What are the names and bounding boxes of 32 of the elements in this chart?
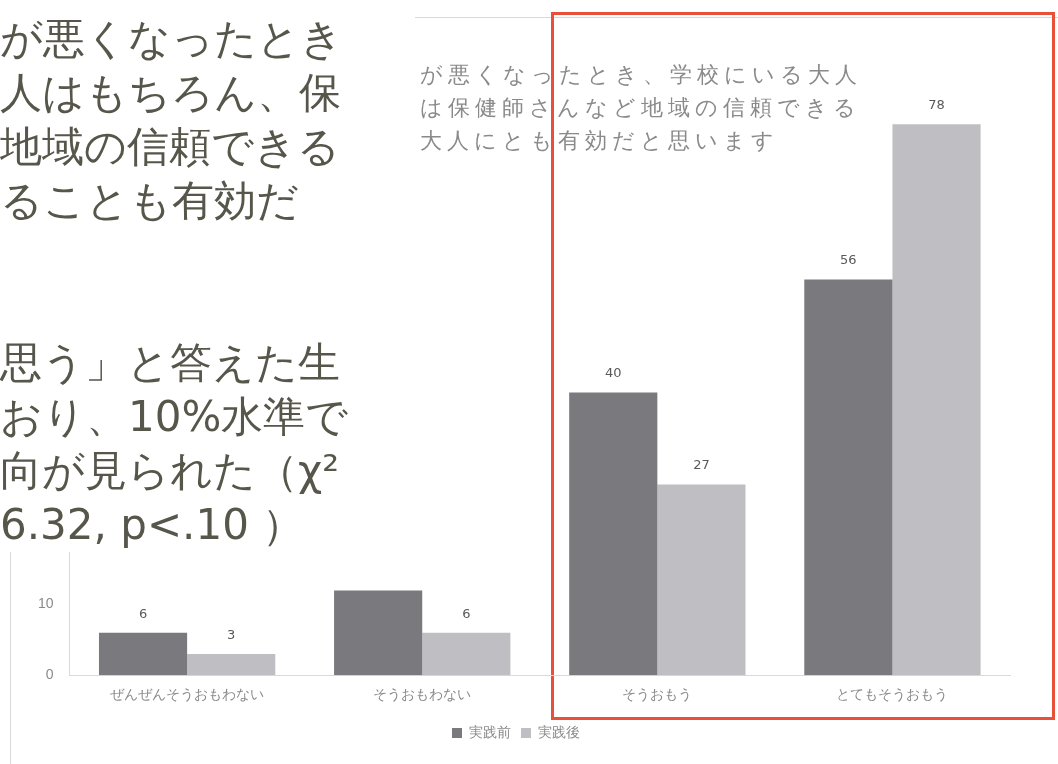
legend-label: 実践後 [538,723,580,740]
bar [569,392,658,676]
annotation: おり、10%水準で [0,391,349,443]
bar [98,632,188,676]
data-label: 78 [928,97,945,112]
bar [422,632,511,676]
annotation: 6.32, p<.10 ） [0,499,305,551]
data-label: 40 [604,365,622,381]
bar [892,124,981,676]
bar [187,654,276,676]
legend-label: 実践前 [469,723,511,740]
y-tick-label: 0 [45,666,54,683]
bar [804,279,893,676]
data-label: 27 [693,457,710,473]
data-label: 3 [227,626,236,642]
annotation: 思う」と答えた生 [0,337,340,389]
bar [657,484,746,676]
annotation: 地域の信頼できる [0,121,340,173]
annotation: 人はもちろん、保 [0,67,341,119]
x-tick-label: ぜんぜんそうおもわない [110,686,265,703]
x-tick-label: とてもそうおもう [836,686,949,703]
text: が悪くなったとき [0,13,343,65]
data-label: 56 [840,252,857,268]
data-label: 6 [138,605,148,621]
chart-title: が悪くなったとき、学校にいる大人は保健師さんなど地域の信頼できる大人にとも有効だと思います [420,61,863,155]
x-tick-label: そうおもう [622,686,693,703]
annotation: 向が見られた（χ² [0,445,340,497]
data-label: 6 [462,605,471,621]
annotation: ることも有効だ [0,175,299,227]
bar [334,590,423,676]
x-tick-label: そうおもわない [373,686,472,703]
y-tick-label: 10 [37,595,54,612]
